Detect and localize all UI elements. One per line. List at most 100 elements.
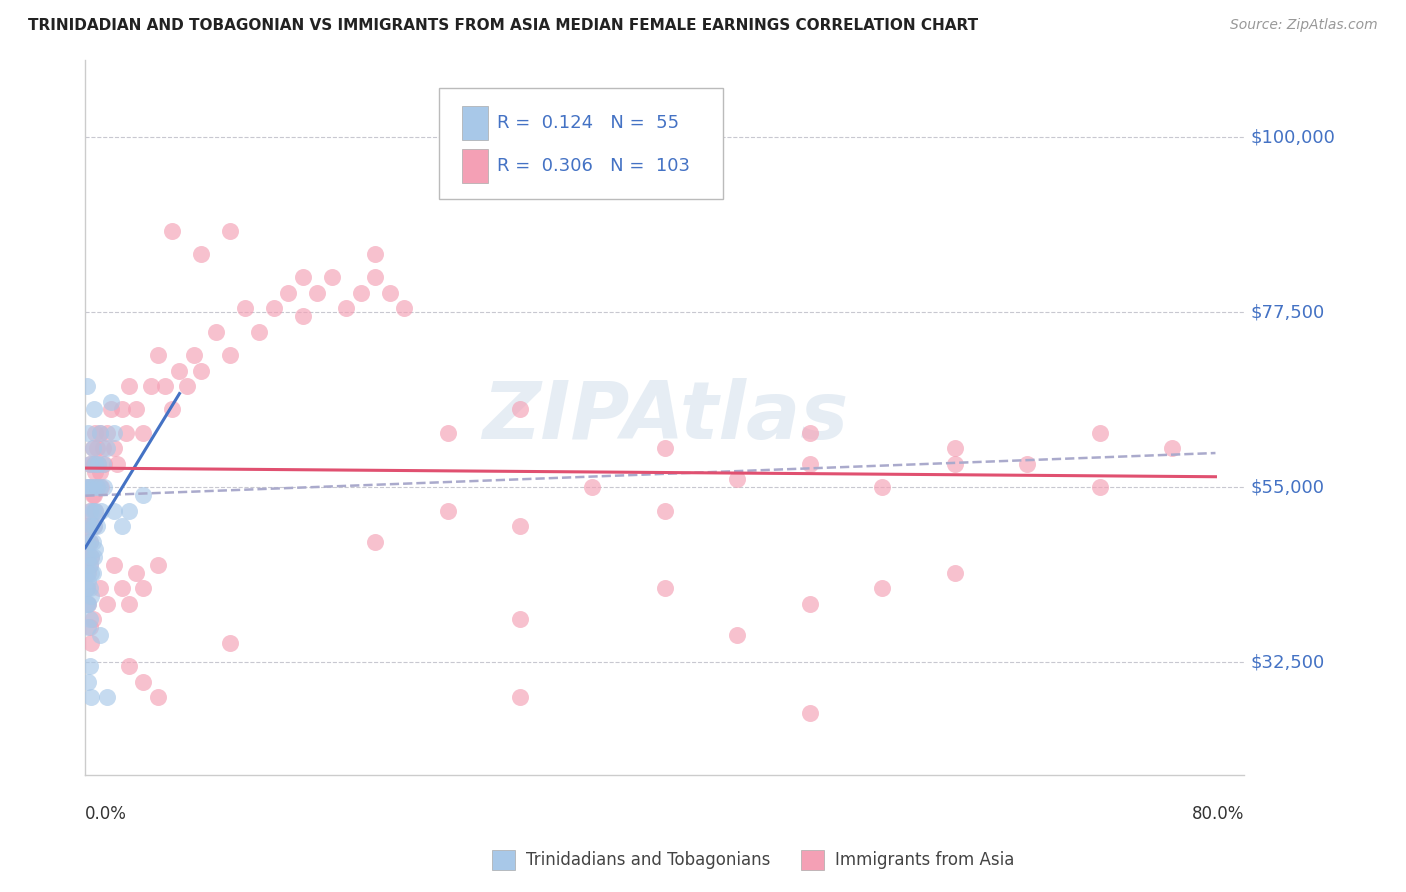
Point — [82, 566, 104, 580]
Point — [110, 582, 132, 596]
Point — [132, 425, 155, 440]
Point — [291, 309, 314, 323]
Point — [90, 480, 112, 494]
Point — [190, 363, 212, 377]
Point — [80, 589, 103, 603]
Point — [86, 519, 108, 533]
Point — [870, 582, 893, 596]
Point — [233, 301, 256, 316]
Point — [96, 425, 118, 440]
Point — [103, 558, 125, 572]
Point — [799, 597, 821, 611]
Point — [219, 636, 242, 650]
Point — [581, 480, 603, 494]
Point — [84, 425, 107, 440]
Text: 80.0%: 80.0% — [1192, 805, 1244, 823]
FancyBboxPatch shape — [463, 106, 488, 140]
Text: ZIPAtlas: ZIPAtlas — [482, 378, 848, 457]
Point — [89, 582, 111, 596]
Text: $100,000: $100,000 — [1250, 128, 1336, 146]
Point — [139, 379, 162, 393]
Point — [509, 519, 531, 533]
Point — [118, 379, 141, 393]
Text: $32,500: $32,500 — [1250, 653, 1324, 671]
Point — [153, 379, 176, 393]
Point — [162, 402, 184, 417]
Point — [100, 402, 122, 417]
Point — [943, 457, 966, 471]
Point — [80, 480, 103, 494]
Point — [77, 534, 100, 549]
Point — [80, 550, 103, 565]
Point — [80, 636, 103, 650]
Point — [392, 301, 415, 316]
Point — [86, 480, 108, 494]
Point — [96, 690, 118, 705]
Point — [79, 534, 101, 549]
Point — [82, 519, 104, 533]
Point — [105, 457, 128, 471]
Point — [132, 488, 155, 502]
Point — [364, 270, 387, 285]
Point — [509, 402, 531, 417]
Point — [176, 379, 198, 393]
Point — [146, 690, 169, 705]
Point — [76, 534, 98, 549]
Point — [80, 519, 103, 533]
Point — [82, 488, 104, 502]
Point — [76, 519, 98, 533]
Point — [93, 480, 115, 494]
Point — [79, 457, 101, 471]
Point — [378, 285, 401, 300]
Point — [76, 550, 98, 565]
Point — [654, 503, 676, 517]
Point — [89, 425, 111, 440]
Point — [79, 558, 101, 572]
Point — [80, 480, 103, 494]
Point — [83, 488, 105, 502]
FancyBboxPatch shape — [439, 88, 723, 199]
Point — [118, 659, 141, 673]
Point — [77, 574, 100, 588]
Point — [654, 442, 676, 456]
Point — [364, 534, 387, 549]
Point — [77, 674, 100, 689]
Point — [799, 425, 821, 440]
Text: R =  0.306   N =  103: R = 0.306 N = 103 — [496, 157, 690, 175]
Point — [125, 566, 148, 580]
Point — [190, 247, 212, 261]
Point — [76, 480, 98, 494]
Point — [82, 442, 104, 456]
Point — [76, 597, 98, 611]
Point — [77, 597, 100, 611]
Text: TRINIDADIAN AND TOBAGONIAN VS IMMIGRANTS FROM ASIA MEDIAN FEMALE EARNINGS CORREL: TRINIDADIAN AND TOBAGONIAN VS IMMIGRANTS… — [28, 18, 979, 33]
Point — [84, 503, 107, 517]
Point — [103, 442, 125, 456]
Point — [89, 628, 111, 642]
Point — [76, 566, 98, 580]
Point — [84, 465, 107, 479]
Point — [204, 325, 226, 339]
FancyBboxPatch shape — [463, 149, 488, 184]
Point — [77, 480, 100, 494]
Point — [76, 582, 98, 596]
Point — [77, 550, 100, 565]
Point — [82, 503, 104, 517]
Point — [96, 597, 118, 611]
Point — [76, 582, 98, 596]
Point — [943, 566, 966, 580]
Point — [100, 394, 122, 409]
Point — [79, 620, 101, 634]
Point — [89, 480, 111, 494]
Point — [83, 402, 105, 417]
Point — [77, 480, 100, 494]
Point — [86, 480, 108, 494]
Point — [509, 612, 531, 626]
Point — [1017, 457, 1039, 471]
Point — [83, 480, 105, 494]
Point — [79, 503, 101, 517]
Point — [654, 582, 676, 596]
Point — [307, 285, 329, 300]
Point — [79, 659, 101, 673]
Point — [93, 457, 115, 471]
